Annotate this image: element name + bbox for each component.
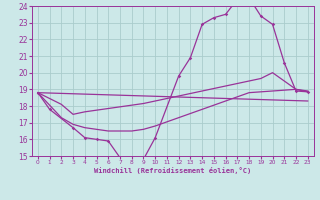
X-axis label: Windchill (Refroidissement éolien,°C): Windchill (Refroidissement éolien,°C) (94, 167, 252, 174)
